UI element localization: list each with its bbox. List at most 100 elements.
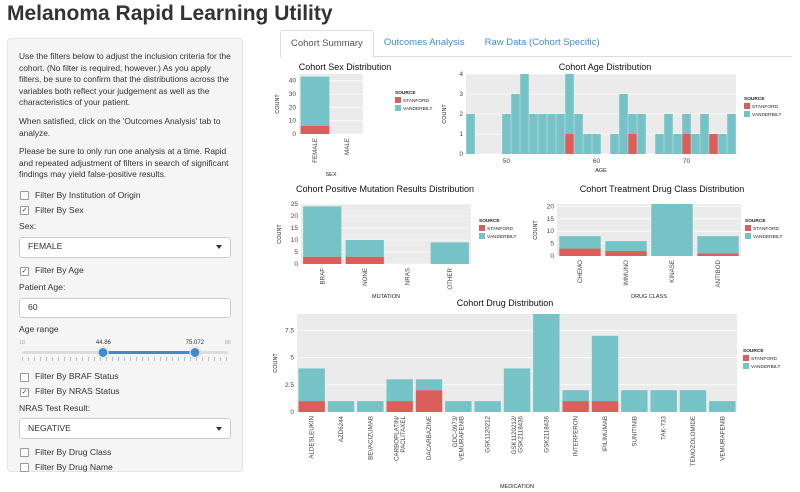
x-tick-label-line: VEMURAFENIB [459,416,466,461]
bar-vanderbilt [345,240,384,257]
x-tick-label-line: GSK1120212 [485,415,492,452]
filter-institution-checkbox[interactable]: Filter By Institution of Origin [19,188,231,203]
bar-vanderbilt [386,379,413,402]
x-tick-label-line: OTHER [447,267,454,289]
x-tick-label-line: IPILIMUMAB [602,416,609,452]
y-tick-label: 20 [289,104,297,111]
x-tick-label-line: GSK1120212/ [511,416,518,455]
tab-cohort-summary[interactable]: Cohort Summary [280,30,374,58]
x-tick-label: BEVACIZUMAB [367,416,374,460]
x-tick-label-line: ANTIBOD [715,259,722,287]
legend-swatch [744,111,750,117]
bar-vanderbilt [430,242,469,264]
x-tick-label-line: TAK-733 [661,415,668,440]
filter-nras-checkbox[interactable]: ✓ Filter By NRAS Status [19,385,231,400]
y-tick-label: 0 [292,131,296,138]
patient-age-input[interactable]: 60 [19,297,231,318]
bar-vanderbilt [474,401,501,412]
sex-chart-svg: Cohort Sex Distribution 0 10 20 30 40 COUNT FEM… [275,62,432,178]
legend-swatch [744,103,750,109]
x-tick-label-line: ALDESLEUKIN [309,416,316,459]
checkbox-box[interactable] [20,372,29,382]
bar-vanderbilt [562,390,589,402]
x-tick-label: GDC-0973/VEMURAFENIB [452,416,466,461]
legend-label: VANDERBILT [752,112,781,118]
bar-vanderbilt [605,241,647,252]
bar-vanderbilt [303,206,342,257]
x-tick-label-line: MALE [344,138,351,155]
drug-class-chart-svg: Cohort Treatment Drug Class Distribution… [533,184,782,300]
filter-sex-checkbox[interactable]: ✓ Filter By Sex [19,203,231,218]
y-tick-label: 5 [550,241,554,248]
bar-vanderbilt [655,134,664,154]
bar-stanford [605,251,647,256]
x-tick-label: IPILIMUMAB [602,416,609,452]
tab-outcomes-analysis[interactable]: Outcomes Analysis [383,37,465,48]
patient-age-label: Patient Age: [19,281,66,292]
sex-chart: Cohort Sex Distribution 0 10 20 30 40 COUNT FEM… [255,60,435,178]
filter-drug-class-checkbox[interactable]: Filter By Drug Class [19,445,231,460]
chart-title: Cohort Age Distribution [559,62,652,72]
legend-swatch [745,225,751,231]
sex-select[interactable]: FEMALE [19,236,231,258]
checkbox-box[interactable] [20,463,29,473]
bar-vanderbilt [709,401,736,412]
checkbox-box[interactable] [20,448,29,458]
legend-title: SOURCE [744,96,765,102]
legend-label: STANFORD [751,356,778,362]
drug-chart: Cohort Drug Distribution 0 2.5 5 7.5 COUNT ALD… [255,296,792,490]
checkbox-box[interactable]: ✓ [20,387,29,397]
x-tick-label-line: KINASE [669,260,676,283]
x-tick-label: 70 [683,158,691,165]
bar-vanderbilt [327,401,355,412]
chevron-down-icon [216,245,222,250]
legend-label: STANFORD [752,104,779,110]
checkbox-box[interactable]: ✓ [20,266,29,276]
x-tick-label-line: VEMURAFENIB [719,416,726,461]
y-axis-label: COUNT [273,353,279,373]
x-tick-label-line: FEMALE [312,138,319,163]
nras-select[interactable]: NEGATIVE [19,418,231,440]
legend-label: VANDERBILT [751,364,780,370]
legend-label: STANFORD [487,226,514,232]
chart-title: Cohort Sex Distribution [299,62,392,72]
bar-vanderbilt [502,114,511,154]
x-tick-label: MALE [344,138,351,155]
bar-vanderbilt [664,114,673,154]
y-axis-label: COUNT [442,104,448,124]
bar-stanford [565,134,574,154]
slider-low-value: 44.86 [95,339,111,346]
filter-age-checkbox[interactable]: ✓ Filter By Age [19,264,231,279]
age-range-slider[interactable]: 18 86 44.86 75.072 [19,340,231,366]
checkbox-label: Filter By Drug Name [35,461,113,472]
x-tick-label: NRAS [404,268,411,285]
y-tick-label: 7.5 [285,327,294,334]
bar-vanderbilt [700,114,709,154]
y-axis-label: COUNT [275,94,281,114]
x-tick-label-line: GSK2118436 [517,415,524,452]
filter-braf-checkbox[interactable]: Filter By BRAF Status [19,370,231,385]
checkbox-box[interactable]: ✓ [20,205,29,215]
tab-raw-data[interactable]: Raw Data (Cohort Specific) [484,37,600,48]
x-tick-label: INTERFERON [573,416,580,456]
bar-vanderbilt [619,94,628,154]
checkbox-box[interactable] [20,190,29,200]
legend-label: STANFORD [753,226,780,232]
age-chart-svg: Cohort Age Distribution 0 1 2 3 4 COUNT 50 60 70 A… [442,62,781,174]
x-tick-label: GSK1120212/GSK2118436 [511,415,525,454]
nras-select-value: NEGATIVE [28,422,71,433]
bar-vanderbilt [445,401,472,412]
y-axis-label: COUNT [533,220,539,240]
bar-stanford [697,253,739,256]
filter-drug-name-checkbox[interactable]: Filter By Drug Name [19,460,231,475]
bar-stanford [628,134,637,154]
bar-vanderbilt [697,236,739,254]
y-tick-label: 10 [291,237,299,244]
bar-vanderbilt [650,390,677,412]
chart-title: Cohort Drug Distribution [457,298,554,308]
chevron-down-icon [216,426,222,431]
tab-bar: Cohort Summary Outcomes Analysis Raw Dat… [280,30,792,58]
sex-label: Sex: [19,220,37,231]
x-tick-label-line: SUNITINIB [631,416,638,447]
x-tick-label: FEMALE [312,138,319,163]
